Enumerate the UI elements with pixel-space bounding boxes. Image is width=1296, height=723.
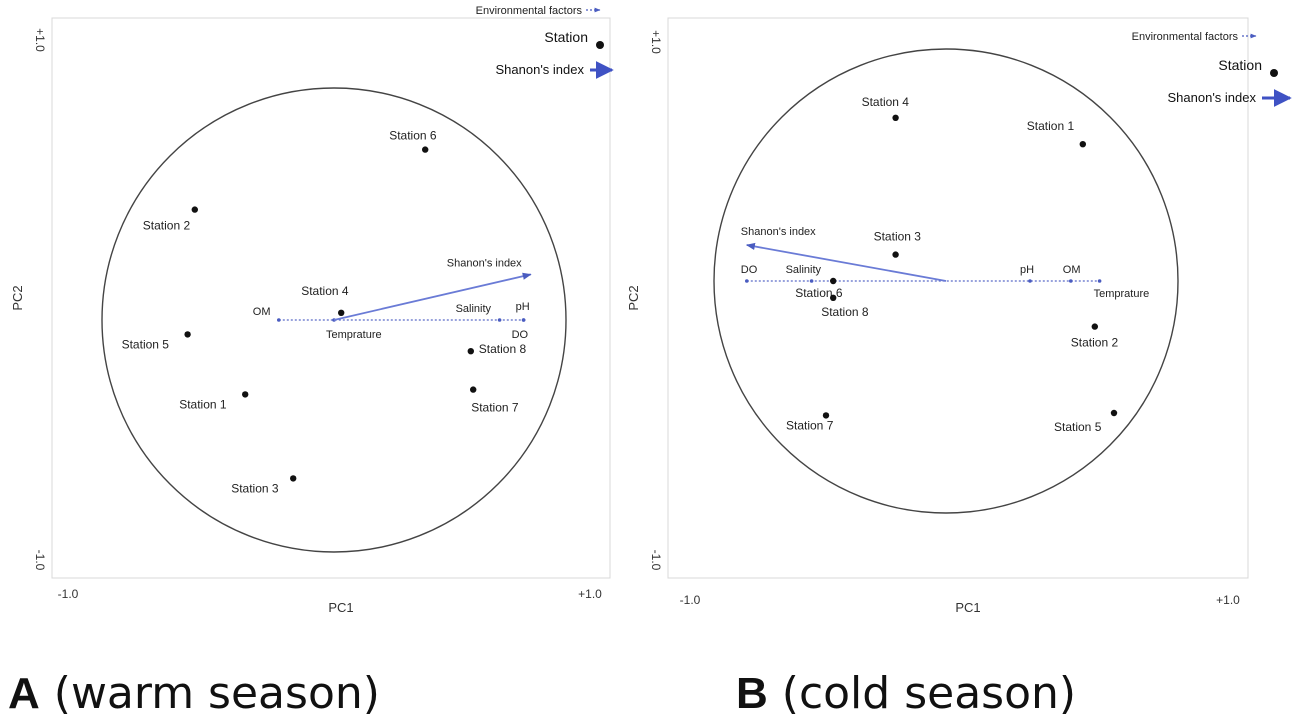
station-label: Station 6 (389, 129, 437, 143)
correlation-circle (713, 48, 1179, 514)
caption-letter-b: B (736, 669, 768, 718)
legend-station-label: Station (544, 29, 588, 45)
legend-environmental-factors-label: Environmental factors (1132, 31, 1239, 43)
station-label: Station 7 (471, 401, 519, 415)
shannon-index-label: Shanon's index (741, 226, 816, 238)
environmental-factor-label: OM (253, 306, 271, 318)
environmental-factor-point (521, 318, 526, 322)
station-point (1079, 141, 1087, 148)
x-tick-label: -1.0 (680, 593, 701, 607)
legend-station-label: Station (1218, 57, 1262, 73)
legend-environmental-factors-label: Environmental factors (476, 5, 583, 17)
station-point (892, 114, 899, 122)
environmental-factor-label: Temprature (1094, 288, 1150, 300)
environmental-factor-label: pH (1020, 264, 1034, 276)
y-axis-label: PC2 (626, 285, 641, 310)
station-point (338, 309, 345, 316)
station-label: Station 8 (821, 305, 869, 319)
environmental-factor-label: pH (516, 301, 530, 313)
warm-season-biplot: -1.0 +1.0 +1.0 -1.0 PC1 PC2 OM Temprature Salini… (10, 5, 614, 615)
legend-station-symbol (596, 41, 604, 49)
station-label: Station 3 (231, 481, 279, 495)
environmental-factor-label: DO (512, 329, 529, 341)
caption-text-cold: (cold season) (781, 668, 1077, 719)
y-tick-label: -1.0 (649, 550, 663, 571)
x-tick-label: +1.0 (578, 587, 602, 601)
x-tick-label: -1.0 (58, 587, 79, 601)
legend-station-symbol (1270, 69, 1278, 77)
station-point (892, 251, 899, 258)
station-label: Station 2 (1071, 336, 1119, 350)
station-label: Station 4 (301, 284, 349, 298)
station-point (822, 412, 830, 419)
station-label: Station 1 (1027, 119, 1075, 133)
correlation-circle (101, 87, 567, 553)
caption-letter-a: A (8, 669, 40, 718)
station-point (422, 146, 429, 153)
legend-shannon-index-label: Shanon's index (496, 62, 585, 77)
station-point (242, 391, 249, 398)
y-axis-label: PC2 (10, 285, 25, 310)
plot-frame (51, 17, 611, 579)
station-point (191, 206, 198, 213)
station-point (184, 331, 191, 338)
station-label: Station 5 (1054, 420, 1102, 434)
station-label: Station 5 (122, 337, 170, 351)
environmental-factor-point (745, 279, 749, 283)
y-tick-label: +1.0 (33, 28, 47, 52)
environmental-factor-label: OM (1063, 264, 1081, 276)
cold-season-biplot: -1.0 +1.0 +1.0 -1.0 PC1 PC2 DO Salinity pH OM Temp… (626, 17, 1292, 615)
y-tick-label: +1.0 (649, 30, 663, 54)
caption-text-warm: (warm season) (53, 668, 380, 719)
x-axis-label: PC1 (328, 600, 353, 615)
station-label: Station 8 (479, 342, 527, 356)
station-point (290, 475, 297, 482)
environmental-factor-point (1097, 279, 1102, 283)
environmental-factor-point (497, 318, 502, 322)
environmental-factor-point (277, 318, 281, 322)
environmental-factor-point (809, 279, 814, 283)
y-tick-label: -1.0 (33, 550, 47, 571)
environmental-factor-point (1028, 279, 1032, 283)
caption-warm-season: A (warm season) (8, 668, 380, 719)
x-axis-label: PC1 (955, 600, 980, 615)
environmental-factor-label: Temprature (326, 329, 382, 341)
station-label: Station 1 (179, 397, 227, 411)
x-tick-label: +1.0 (1216, 593, 1240, 607)
station-point (467, 348, 474, 355)
legend-shannon-index-label: Shanon's index (1168, 90, 1257, 105)
station-point (830, 277, 837, 285)
environmental-factor-point (1069, 279, 1073, 283)
station-label: Station 2 (143, 219, 191, 233)
plot-frame (667, 17, 1249, 579)
shannon-index-label: Shanon's index (447, 257, 522, 269)
shannon-index-arrow (745, 242, 947, 282)
environmental-factor-label: DO (741, 264, 758, 276)
station-point (470, 386, 477, 393)
station-point (1110, 409, 1118, 417)
environmental-factor-label: Salinity (786, 264, 822, 276)
caption-cold-season: B (cold season) (736, 668, 1076, 719)
station-label: Station 3 (874, 230, 922, 244)
shannon-index-arrow (333, 272, 532, 321)
environmental-factor-label: Salinity (456, 303, 492, 315)
station-label: Station 7 (786, 418, 834, 432)
station-point (1091, 323, 1099, 330)
station-label: Station 4 (862, 95, 910, 109)
station-point (830, 294, 837, 301)
